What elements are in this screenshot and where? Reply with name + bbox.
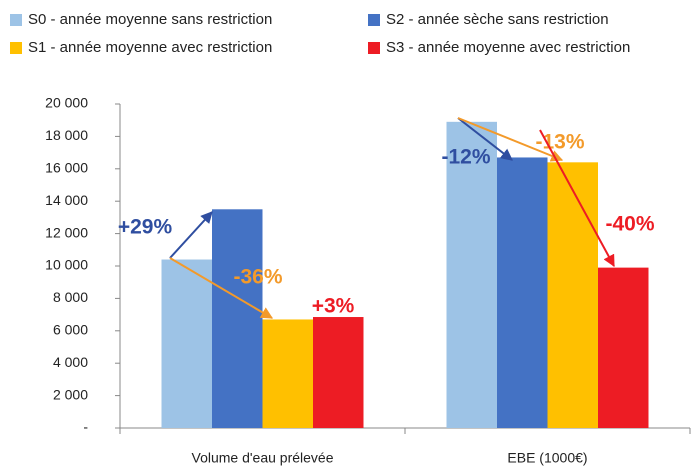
- legend-swatch: [368, 42, 380, 54]
- annotation: +29%: [118, 216, 173, 239]
- arrow: [457, 117, 513, 161]
- y-tick-label: 10 000: [45, 257, 88, 273]
- legend-label: S0 - année moyenne sans restriction: [28, 11, 272, 28]
- y-tick-label: -: [83, 419, 88, 435]
- legend-label: S3 - année moyenne avec restriction: [386, 39, 630, 56]
- y-tick-label: 14 000: [45, 192, 88, 208]
- y-tick-label: 2 000: [53, 386, 88, 402]
- bar: [313, 317, 364, 428]
- annotation: -36%: [233, 266, 282, 289]
- bar: [212, 209, 263, 428]
- arrow: [457, 117, 564, 162]
- arrow: [169, 257, 274, 319]
- legend-label: S2 - année sèche sans restriction: [386, 11, 609, 28]
- bar: [446, 121, 497, 428]
- annotation: -40%: [605, 213, 654, 236]
- bar: [262, 319, 313, 428]
- annotation: -12%: [441, 146, 490, 169]
- bar: [497, 157, 548, 428]
- legend-swatch: [368, 14, 380, 26]
- arrow: [539, 129, 615, 268]
- y-tick-label: 4 000: [53, 354, 88, 370]
- annotation: +3%: [312, 295, 355, 318]
- y-tick-label: 18 000: [45, 127, 88, 143]
- y-tick-label: 6 000: [53, 322, 88, 338]
- bar: [547, 162, 598, 428]
- legend-swatch: [10, 14, 22, 26]
- y-tick-label: 16 000: [45, 160, 88, 176]
- bar: [598, 267, 649, 428]
- y-tick-label: 20 000: [45, 95, 88, 111]
- x-tick-label: EBE (1000€): [507, 450, 587, 466]
- legend-label: S1 - année moyenne avec restriction: [28, 39, 272, 56]
- y-tick-label: 12 000: [45, 224, 88, 240]
- arrow: [169, 211, 213, 259]
- bar: [161, 259, 212, 428]
- x-tick-label: Volume d'eau prélevée: [192, 450, 334, 466]
- legend-swatch: [10, 42, 22, 54]
- y-tick-label: 8 000: [53, 289, 88, 305]
- annotation: -13%: [535, 131, 584, 154]
